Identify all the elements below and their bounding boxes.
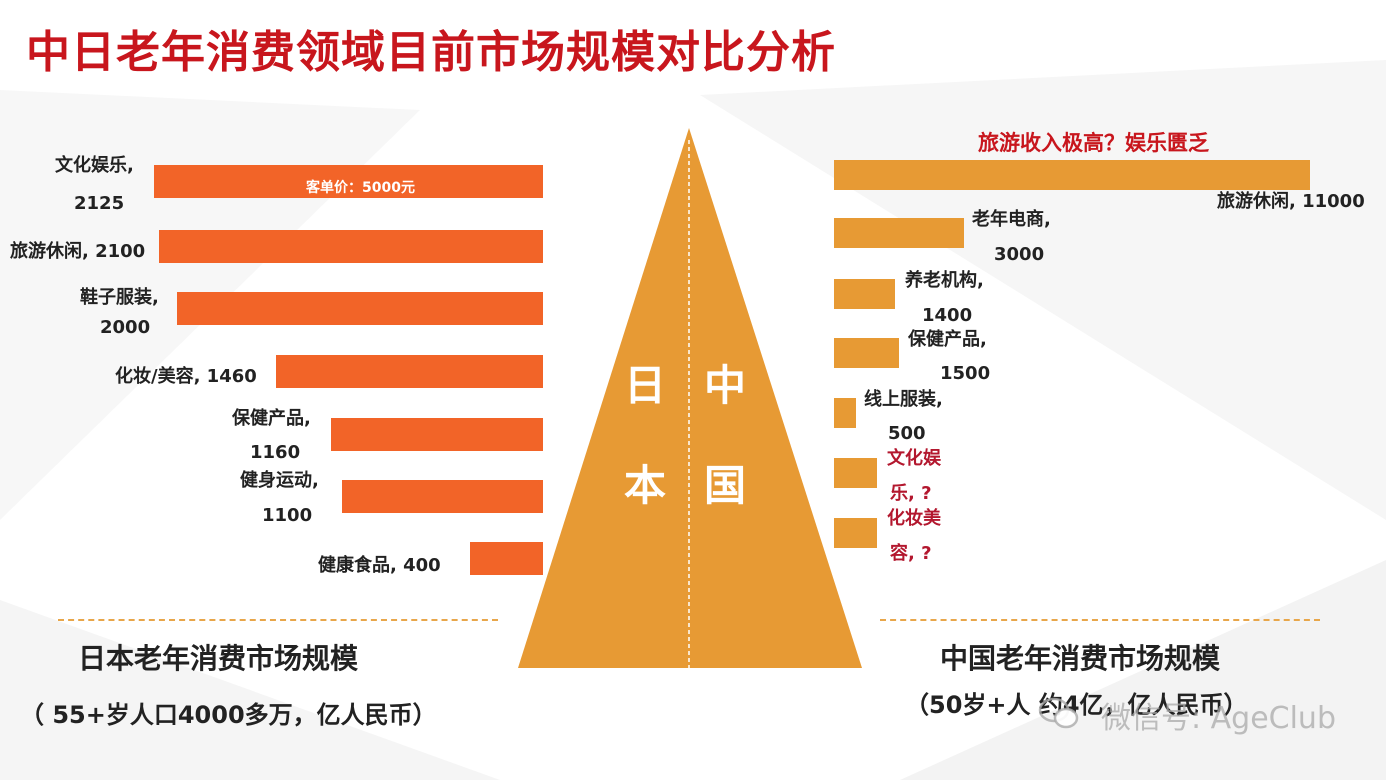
triangle-char-zhong: 中 xyxy=(704,361,747,410)
japan-bar xyxy=(469,542,543,575)
japan-divider xyxy=(58,619,498,621)
china-bar-label: 文化娱 xyxy=(887,448,941,469)
china-bar-value: 容, ? xyxy=(890,543,932,564)
japan-bar-label: 鞋子服装, xyxy=(80,287,159,308)
japan-bar xyxy=(275,355,543,388)
china-bar xyxy=(834,279,895,309)
china-bar-value: 1500 xyxy=(940,363,991,384)
japan-bar-label: 文化娱乐, xyxy=(55,155,134,176)
japan-bar xyxy=(154,165,543,198)
triangle-char-ri: 日 xyxy=(624,361,667,410)
china-bar-label: 养老机构, xyxy=(905,270,984,291)
china-bar-label: 化妆美 xyxy=(887,508,941,529)
china-bar xyxy=(834,160,1310,190)
china-bar xyxy=(834,338,899,368)
triangle-char-guo: 国 xyxy=(704,461,747,510)
unit-price-note: 客单价：5000元 xyxy=(306,180,415,196)
japan-bar xyxy=(341,480,543,513)
china-bar-value: 3000 xyxy=(994,244,1045,265)
page-title: 中日老年消费领域目前市场规模对比分析 xyxy=(26,27,836,78)
watermark-text: 微信号: AgeClub xyxy=(1100,701,1336,736)
china-bar xyxy=(834,218,964,248)
china-bar xyxy=(834,398,856,428)
china-top-note: 旅游收入极高？娱乐匮乏 xyxy=(978,131,1209,155)
china-bar-label: 线上服装, xyxy=(864,389,943,410)
japan-bar-label: 保健产品, xyxy=(232,408,311,429)
wechat-icon xyxy=(1038,697,1079,729)
japan-bar-value: 2125 xyxy=(74,193,125,214)
pyramid-triangle xyxy=(518,128,862,668)
japan-bar-label: 健康食品, 400 xyxy=(318,555,441,576)
china-bar xyxy=(834,518,878,548)
china-bar-value: 500 xyxy=(888,423,926,444)
china-bar-value: 乐, ? xyxy=(890,483,932,504)
japan-bar-label: 化妆/美容, 1460 xyxy=(115,366,257,387)
china-bar-label: 保健产品, xyxy=(908,329,987,350)
china-bar-label: 旅游休闲, 11000 xyxy=(1217,191,1365,212)
triangle-char-ben: 本 xyxy=(624,461,667,510)
japan-bar-label: 健身运动, xyxy=(240,470,319,491)
japan-bar xyxy=(330,418,543,451)
japan-bar xyxy=(158,230,543,263)
china-market-header: 中国老年消费市场规模 xyxy=(940,642,1221,675)
japan-bar-label: 旅游休闲, 2100 xyxy=(10,241,146,262)
japan-market-note: （ 55+岁人口4000多万，亿人民币） xyxy=(20,701,437,729)
china-divider xyxy=(880,619,1320,621)
japan-bar-value: 2000 xyxy=(100,317,151,338)
china-bar-label: 老年电商, xyxy=(972,209,1051,230)
japan-market-header: 日本老年消费市场规模 xyxy=(78,642,359,675)
japan-bar xyxy=(176,292,543,325)
china-bar xyxy=(834,458,878,488)
japan-bar-value: 1160 xyxy=(250,442,301,463)
china-bar-value: 1400 xyxy=(922,305,973,326)
japan-bar-value: 1100 xyxy=(262,505,313,526)
